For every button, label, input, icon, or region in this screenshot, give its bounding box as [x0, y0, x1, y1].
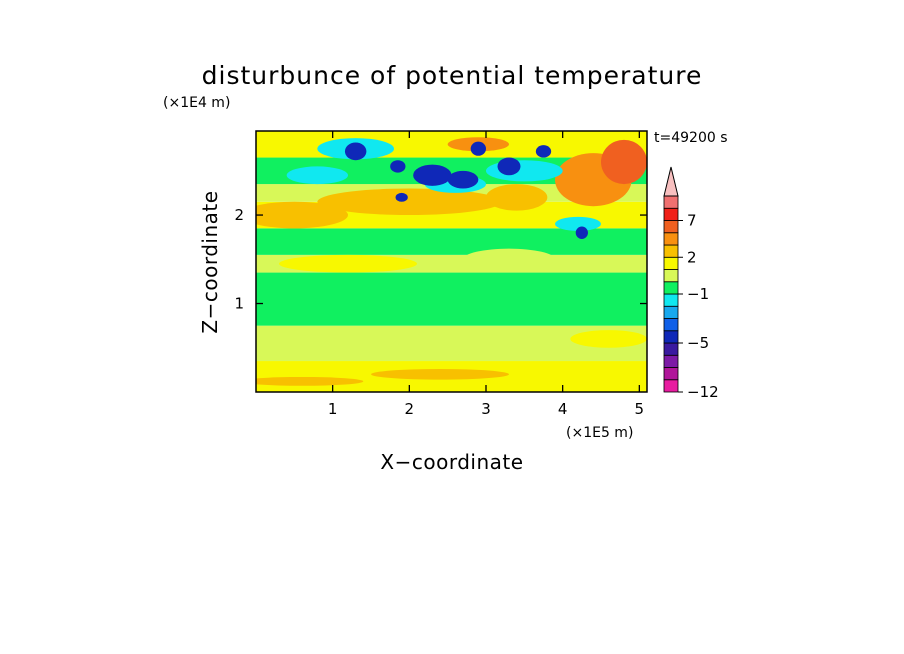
- field-feature: [395, 192, 408, 202]
- colorbar-tick-label: −5: [687, 334, 709, 352]
- y-tick-label: 2: [234, 206, 244, 224]
- field-feature: [497, 157, 521, 176]
- colorbar-tick-label: 7: [687, 212, 697, 230]
- x-unit-label: (×1E5 m): [566, 425, 633, 441]
- colorbar-segment: [663, 232, 679, 246]
- colorbar-segment: [663, 269, 679, 283]
- y-unit-label: (×1E4 m): [163, 95, 230, 111]
- field-feature: [413, 164, 452, 186]
- colorbar-segment: [663, 330, 679, 344]
- field-feature: [601, 139, 647, 185]
- colorbar: −12−5−127: [663, 166, 719, 401]
- field-feature: [570, 330, 647, 348]
- colorbar-segment: [663, 367, 679, 381]
- field-feature: [371, 368, 509, 380]
- field-feature: [447, 170, 479, 189]
- field-feature: [344, 142, 367, 161]
- x-axis: 1 2 3 4 5: [328, 131, 644, 418]
- colorbar-segment: [663, 354, 679, 368]
- field-band: [256, 228, 647, 255]
- field-feature: [256, 201, 348, 229]
- x-tick-label: 4: [558, 400, 568, 418]
- x-tick-label: 1: [328, 400, 338, 418]
- field-feature: [279, 254, 417, 273]
- field-feature: [256, 376, 364, 386]
- x-tick-label: 2: [405, 400, 415, 418]
- colorbar-extend-arrow: [663, 166, 679, 197]
- colorbar-segment: [663, 293, 679, 307]
- field-feature: [486, 184, 548, 211]
- colorbar-segment: [663, 220, 679, 234]
- colorbar-segment: [663, 207, 679, 221]
- field-feature: [470, 141, 487, 156]
- time-label: t=49200 s: [654, 130, 728, 146]
- colorbar-segment: [663, 195, 679, 209]
- colorbar-segment: [663, 281, 679, 295]
- field-feature: [555, 216, 601, 231]
- field-feature: [463, 248, 555, 270]
- field-feature: [535, 145, 552, 158]
- y-axis: 12: [234, 206, 647, 313]
- x-axis-label: X−coordinate: [380, 450, 523, 474]
- colorbar-segment: [663, 342, 679, 356]
- field-feature: [575, 226, 588, 239]
- colorbar-tick-label: 2: [687, 248, 697, 266]
- field-feature: [286, 166, 349, 185]
- colorbar-tick-label: −1: [687, 285, 709, 303]
- colorbar-tick-label: −12: [687, 383, 719, 401]
- x-tick-label: 3: [481, 400, 491, 418]
- colorbar-segment: [663, 318, 679, 332]
- temperature-field: [256, 131, 647, 392]
- y-tick-label: 1: [234, 295, 244, 313]
- plot-frame: [255, 130, 648, 393]
- colorbar-segment: [663, 305, 679, 319]
- colorbar-segment: [663, 244, 679, 258]
- colorbar-segment: [663, 379, 679, 393]
- field-feature: [390, 160, 406, 173]
- field-feature: [317, 188, 502, 216]
- y-axis-label: Z−coordinate: [198, 190, 222, 333]
- field-feature: [455, 343, 609, 362]
- x-tick-label: 5: [635, 400, 645, 418]
- chart-title: disturbunce of potential temperature: [202, 61, 703, 90]
- field-band: [256, 272, 647, 326]
- colorbar-segment: [663, 256, 679, 270]
- field-feature: [485, 160, 563, 182]
